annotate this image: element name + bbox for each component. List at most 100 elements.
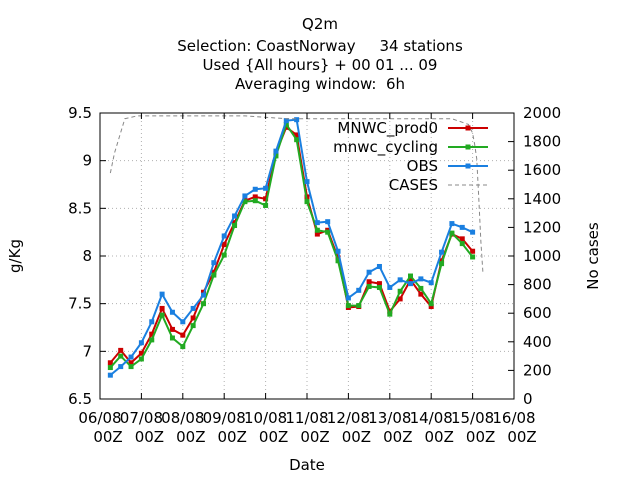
data-point (470, 248, 476, 254)
y2-tick-label: 400 (523, 333, 552, 351)
data-point (221, 242, 227, 248)
data-point (159, 312, 165, 318)
data-point (242, 193, 248, 199)
data-point (470, 229, 476, 235)
data-point (232, 222, 238, 228)
y2-axis-label: No cases (584, 222, 602, 290)
data-point (376, 281, 382, 287)
axes: 6.5 7 7.5 8 8.5 9 9.5 0 200 400 600 800 1000 1200 1400… (68, 104, 561, 446)
data-point (387, 311, 393, 317)
legend-label: CASES (389, 176, 438, 194)
data-point (294, 132, 300, 138)
data-point (107, 360, 113, 366)
data-point (180, 344, 186, 350)
data-point (366, 279, 372, 285)
data-point (232, 213, 238, 219)
data-point (376, 263, 382, 269)
data-point (366, 269, 372, 275)
data-point (252, 186, 258, 192)
legend-label: OBS (407, 157, 438, 175)
x-tick-label-date: 10/08 (244, 409, 287, 427)
data-point (149, 331, 155, 337)
series-mnwc_cycling (107, 121, 476, 371)
data-point (304, 179, 310, 185)
data-point (180, 332, 186, 338)
data-point (107, 365, 113, 371)
data-point (283, 121, 289, 127)
data-point (345, 303, 351, 309)
chart-subtitle-used: Used {All hours} + 00 01 ... 09 (202, 56, 438, 74)
data-point (314, 220, 320, 226)
data-point (221, 252, 227, 258)
data-point (325, 219, 331, 225)
x-tick-label-date: 09/08 (203, 409, 246, 427)
data-point (459, 224, 465, 230)
data-point (397, 288, 403, 294)
y2-tick-label: 1400 (523, 190, 561, 208)
x-tick-label-hour: 00Z (466, 428, 495, 446)
data-point (128, 364, 134, 370)
legend-label: MNWC_prod0 (337, 119, 438, 138)
plot-frame (99, 112, 515, 400)
data-point (408, 273, 413, 279)
data-point (232, 220, 238, 226)
x-tick-label-hour: 00Z (342, 428, 371, 446)
data-point (439, 249, 445, 255)
x-tick-label-hour: 00Z (383, 428, 412, 446)
data-point (169, 309, 175, 315)
data-point (304, 199, 310, 205)
chart-subtitle-selection: Selection: CoastNorway 34 stations (177, 37, 463, 55)
data-point (128, 354, 134, 360)
data-point (190, 315, 196, 321)
legend-label: mnwc_cycling (333, 138, 438, 157)
data-point (211, 269, 217, 275)
data-point (449, 221, 455, 227)
data-point (273, 153, 279, 159)
data-point (408, 277, 413, 283)
series-obs (107, 117, 476, 378)
data-point (325, 229, 331, 235)
data-point (263, 196, 269, 202)
data-point (397, 296, 403, 302)
data-point (335, 248, 341, 254)
data-point (169, 335, 175, 341)
data-point (397, 277, 403, 283)
x-tick-label-hour: 00Z (93, 428, 122, 446)
data-point (263, 202, 269, 208)
data-point (439, 261, 445, 267)
data-point (294, 137, 300, 143)
data-point (345, 295, 351, 301)
data-point (459, 236, 465, 242)
y-tick-label: 9 (82, 152, 92, 170)
y2-tick-label: 1600 (523, 161, 561, 179)
data-point (159, 291, 165, 297)
x-tick-label-date: 11/08 (285, 409, 328, 427)
data-point (252, 194, 258, 200)
x-tick-label-hour: 00Z (300, 428, 329, 446)
data-point (118, 347, 124, 353)
y-tick-label: 6.5 (68, 390, 92, 408)
legend-marker (465, 163, 471, 169)
y2-tick-label: 600 (523, 304, 552, 322)
data-point (470, 254, 476, 260)
data-point (459, 241, 465, 247)
data-point (283, 118, 289, 124)
data-point (149, 319, 155, 325)
data-point (252, 198, 258, 204)
data-point (138, 340, 144, 346)
data-point (169, 326, 175, 332)
data-point (428, 304, 434, 310)
data-point (180, 319, 186, 325)
x-tick-label-date: 15/08 (451, 409, 494, 427)
x-tick-label-hour: 00Z (218, 428, 247, 446)
x-tick-label-date: 14/08 (410, 409, 453, 427)
y-axis-label: g/Kg (6, 239, 24, 273)
y-tick-label: 8.5 (68, 199, 92, 217)
data-point (118, 364, 124, 370)
y2-tick-label: 800 (523, 276, 552, 294)
data-point (128, 360, 134, 366)
y-tick-label: 9.5 (68, 104, 92, 122)
chart-subtitle-window: Averaging window: 6h (234, 75, 406, 93)
y2-tick-label: 1800 (523, 133, 561, 151)
